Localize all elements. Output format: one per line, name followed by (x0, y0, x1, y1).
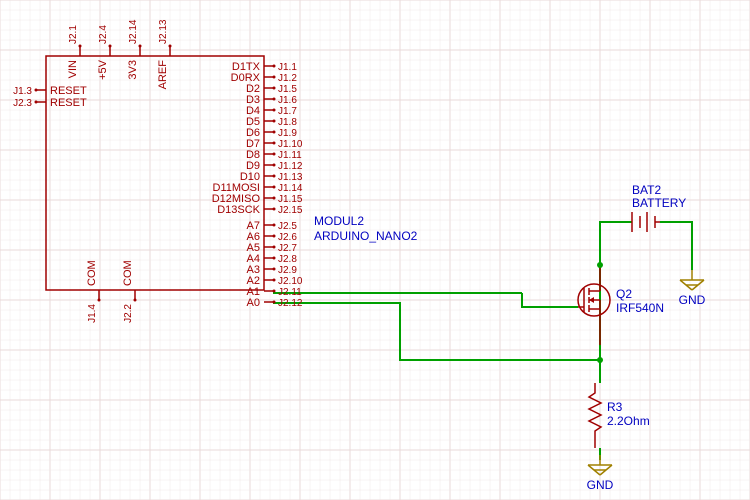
svg-text:J2.6: J2.6 (278, 232, 297, 243)
svg-text:J1.2: J1.2 (278, 73, 297, 84)
battery-name: BATTERY (632, 196, 686, 210)
svg-text:+5V: +5V (97, 59, 109, 80)
svg-text:J2.3: J2.3 (13, 98, 32, 109)
svg-text:J1.8: J1.8 (278, 117, 297, 128)
svg-text:J2.11: J2.11 (278, 287, 302, 298)
schematic-canvas: RESETJ1.3RESETJ2.3 D1TXJ1.1D0RXJ1.2D2J1.… (0, 0, 750, 500)
svg-text:J1.10: J1.10 (278, 139, 303, 150)
svg-text:J1.13: J1.13 (278, 172, 303, 183)
svg-text:J2.12: J2.12 (278, 298, 303, 309)
svg-text:J1.3: J1.3 (13, 86, 32, 97)
svg-text:J1.5: J1.5 (278, 84, 297, 95)
svg-text:J1.6: J1.6 (278, 95, 297, 106)
svg-text:J1.4: J1.4 (87, 304, 98, 323)
svg-text:J2.8: J2.8 (278, 254, 297, 265)
svg-text:J2.9: J2.9 (278, 265, 297, 276)
svg-text:J2.14: J2.14 (128, 19, 139, 44)
gnd-label: GND (587, 478, 614, 492)
svg-text:J1.11: J1.11 (278, 150, 302, 161)
svg-text:J2.7: J2.7 (278, 243, 297, 254)
svg-text:COM: COM (86, 260, 98, 286)
mosfet-gate-label: G (0, 0, 8, 3)
svg-text:J1.12: J1.12 (278, 161, 303, 172)
svg-text:J2.1: J2.1 (68, 25, 79, 44)
svg-text:D13SCK: D13SCK (217, 204, 260, 216)
svg-text:RESET: RESET (50, 85, 87, 97)
mosfet-name: IRF540N (616, 301, 664, 315)
resistor-value: 2.2Ohm (607, 414, 650, 428)
resistor-ref: R3 (607, 400, 623, 414)
svg-text:J2.2: J2.2 (123, 304, 134, 323)
gnd-label: GND (679, 293, 706, 307)
svg-text:A0: A0 (247, 297, 260, 309)
mosfet-ref: Q2 (616, 287, 632, 301)
svg-text:J1.15: J1.15 (278, 194, 303, 205)
svg-text:J2.10: J2.10 (278, 276, 303, 287)
svg-text:J1.9: J1.9 (278, 128, 297, 139)
svg-text:J2.5: J2.5 (278, 221, 297, 232)
svg-text:J2.15: J2.15 (278, 205, 303, 216)
svg-text:COM: COM (122, 260, 134, 286)
svg-text:VIN: VIN (67, 60, 79, 78)
svg-text:AREF: AREF (157, 60, 169, 90)
svg-text:3V3: 3V3 (127, 60, 139, 80)
svg-text:J1.1: J1.1 (278, 62, 297, 73)
arduino-name: ARDUINO_NANO2 (314, 229, 418, 243)
svg-text:J1.14: J1.14 (278, 183, 303, 194)
battery-ref: BAT2 (632, 183, 661, 197)
svg-text:RESET: RESET (50, 97, 87, 109)
svg-text:J1.7: J1.7 (278, 106, 297, 117)
arduino-ref: MODUL2 (314, 214, 364, 228)
svg-text:J2.13: J2.13 (158, 19, 169, 44)
svg-text:J2.4: J2.4 (98, 25, 109, 44)
